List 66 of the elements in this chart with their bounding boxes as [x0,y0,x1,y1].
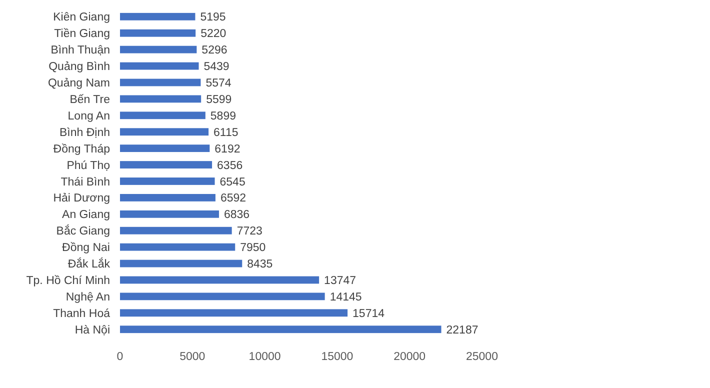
bar [120,12,196,20]
data-label: 8435 [247,258,273,271]
data-label: 22187 [446,324,478,336]
y-tick-label: Phú Thọ [66,160,110,172]
data-label: 5574 [206,78,232,90]
y-tick-label: Quảng Nam [48,78,110,90]
x-tick-label: 0 [116,351,124,363]
bar [120,95,202,103]
bar [120,210,219,218]
bar [120,46,197,54]
bar [120,29,196,37]
x-tick-label: 25000 [466,351,498,363]
data-label: 6192 [214,143,240,156]
y-tick-label: Hà Nội [74,324,110,336]
y-tick-label: Đồng Tháp [53,143,110,156]
bar [120,276,320,284]
bar [120,161,212,168]
bar [120,62,199,70]
data-label: 7723 [236,226,262,238]
x-tick-label: 15000 [321,351,354,363]
y-tick-label: Nghệ An [66,291,110,304]
bar [120,309,348,317]
bar [120,194,216,202]
y-tick-label: Thanh Hoá [53,308,111,320]
y-tick-label: Tiền Giang [54,28,110,40]
x-tick-label: 10000 [248,351,281,363]
y-tick-label: Đắk Lắk [68,258,110,271]
y-tick-label: Bắc Giang [56,224,110,238]
y-tick-label: Tp. Hồ Chí Minh [26,275,110,288]
data-label: 5899 [210,110,236,122]
bar [120,178,215,185]
y-tick-label: Bình Thuận [50,44,110,57]
x-tick-label: 5000 [180,351,206,363]
y-tick-label: Hải Dương [53,192,110,205]
y-tick-label: An Giang [62,209,110,222]
x-tick-label: 20000 [394,351,426,363]
data-label: 6592 [220,192,246,205]
data-label: 6356 [217,160,243,172]
data-label: 5220 [200,28,226,40]
bar [120,144,210,152]
bar [120,112,206,120]
bar [120,226,232,234]
y-tick-label: Bình Định [59,126,110,139]
data-label: 5599 [206,94,232,106]
bar [120,260,242,268]
bar [120,326,442,334]
y-tick-label: Long An [68,110,110,122]
bar [120,292,325,300]
data-label: 6115 [214,126,238,139]
data-label: 7950 [240,242,266,254]
y-tick-label: Bến Tre [70,94,110,106]
data-label: 13747 [324,275,356,288]
bar [120,78,201,86]
y-tick-label: Kiên Giang [53,12,110,24]
y-tick-label: Quảng Bình [48,61,110,74]
data-label: 5195 [200,12,226,24]
data-label: 6836 [224,209,250,222]
y-tick-label: Đồng Nai [62,242,110,254]
y-tick-label: Thái Bình [60,176,110,188]
data-label: 5296 [202,44,228,57]
data-label: 6545 [220,176,246,188]
data-label: 5439 [204,61,230,74]
bar [120,128,209,136]
data-label: 14145 [330,291,362,304]
data-label: 15714 [352,308,386,320]
bar [120,243,236,251]
